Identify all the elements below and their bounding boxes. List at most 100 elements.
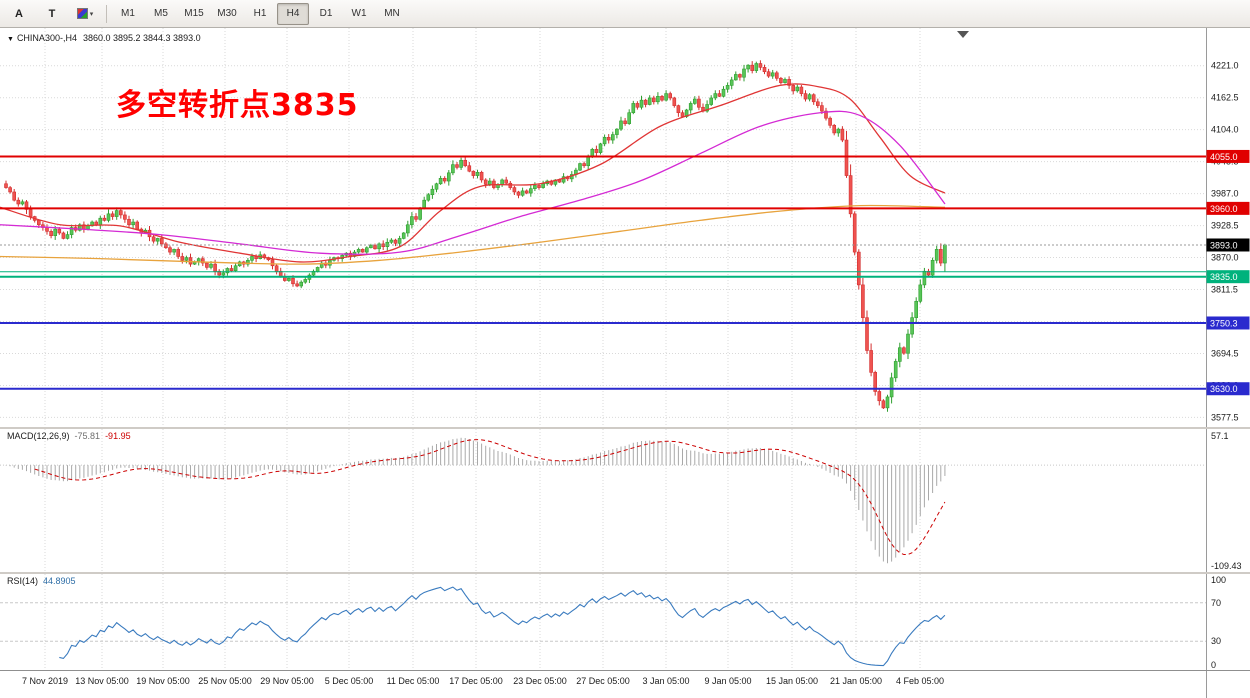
timeframe-button-h4[interactable]: H4: [277, 2, 309, 25]
panel-separator[interactable]: [0, 427, 1250, 429]
candle-up: [533, 182, 537, 191]
toolbar-separator: [106, 4, 107, 23]
candle-down: [151, 234, 156, 244]
candle-down: [49, 229, 53, 239]
rsi-scale-label: 30: [1211, 636, 1221, 646]
candle-up: [364, 246, 369, 254]
time-axis-label: 25 Nov 05:00: [198, 676, 252, 686]
candle-up: [184, 255, 189, 264]
candle-down: [201, 256, 205, 267]
style-color-tool-button[interactable]: ▾: [69, 3, 101, 25]
chart-shift-marker-icon[interactable]: [957, 31, 969, 38]
candle-down: [828, 116, 832, 129]
price-tick-label: 4104.0: [1211, 125, 1239, 135]
candle-up: [897, 342, 902, 368]
candle-down: [803, 90, 808, 102]
candle-up: [78, 223, 82, 232]
candle-down: [504, 176, 509, 185]
rsi-line: [59, 586, 946, 667]
timeframe-button-w1[interactable]: W1: [351, 8, 367, 19]
price-tick-label: 3694.5: [1211, 348, 1239, 358]
time-axis-label: 15 Jan 05:00: [766, 676, 818, 686]
price-axis-background: [1206, 28, 1250, 698]
candle-down: [811, 93, 816, 105]
candle-down: [606, 134, 611, 144]
candle-down: [672, 96, 677, 108]
candle-up: [893, 358, 898, 382]
timeframe-button-m15[interactable]: M15: [184, 8, 204, 19]
candle-down: [676, 104, 681, 117]
candle-down: [16, 197, 21, 207]
candle-up: [910, 312, 914, 338]
candle-down: [393, 238, 398, 247]
time-axis-label: 17 Dec 05:00: [449, 676, 503, 686]
candle-down: [295, 280, 299, 288]
candle-up: [615, 128, 619, 139]
candle-down: [110, 211, 115, 220]
pointer-tool-button[interactable]: A: [15, 7, 23, 20]
quick-trade-triangle-icon[interactable]: ▼: [7, 36, 14, 43]
candle-up: [131, 218, 135, 229]
rsi-name: RSI(14): [7, 576, 39, 586]
candle-up: [377, 242, 381, 253]
candle-up: [733, 71, 738, 81]
time-axis-label: 23 Dec 05:00: [513, 676, 567, 686]
candle-up: [385, 238, 390, 251]
candle-down: [750, 61, 755, 74]
price-level-badge: 3750.3: [1206, 316, 1250, 330]
candle-down: [24, 199, 29, 214]
symbol-title: CHINA300-,H4: [16, 33, 77, 43]
candle-down: [594, 145, 599, 157]
candle-up: [369, 243, 373, 249]
candle-up: [692, 96, 697, 105]
chart-background: [0, 28, 1250, 698]
candle-down: [668, 91, 673, 101]
candle-down: [824, 107, 828, 121]
candle-down: [787, 76, 791, 89]
candle-up: [807, 93, 812, 102]
timeframe-button-mn[interactable]: MN: [384, 8, 400, 19]
time-axis-label: 4 Feb 05:00: [896, 676, 944, 686]
color-swatch-icon: [76, 8, 88, 19]
chart-canvas[interactable]: 4221.04162.54104.04045.53987.03928.53870…: [0, 28, 1250, 698]
time-axis-label: 21 Jan 05:00: [830, 676, 882, 686]
candle-down: [373, 243, 377, 250]
candle-up: [721, 86, 726, 98]
toolbar: A T ▾ M1 M5 M15 M30 H1 H4 D1 W1 MN: [0, 0, 1250, 28]
timeframe-button-m5[interactable]: M5: [154, 8, 168, 19]
candle-up: [705, 100, 709, 113]
text-tool-button[interactable]: T: [48, 7, 56, 20]
candle-down: [414, 213, 418, 222]
candle-up: [299, 280, 304, 289]
timeframe-button-m1[interactable]: M1: [121, 8, 135, 19]
candle-up: [114, 207, 119, 220]
panel-separator[interactable]: [0, 572, 1250, 574]
candle-up: [426, 192, 431, 202]
macd-scale-min-label: -109.43: [1211, 561, 1242, 571]
candle-down: [123, 211, 127, 223]
candle-up: [172, 248, 176, 256]
time-axis-label: 27 Dec 05:00: [576, 676, 630, 686]
candle-up: [627, 109, 632, 125]
candle-up: [922, 267, 927, 289]
price-tick-label: 3928.5: [1211, 221, 1239, 231]
candle-down: [738, 73, 742, 81]
timeframe-button-d1[interactable]: D1: [319, 8, 333, 19]
candle-down: [926, 268, 931, 276]
timeframe-button-m30[interactable]: M30: [217, 8, 237, 19]
rsi-value: 44.8905: [43, 576, 76, 586]
candle-up: [246, 257, 250, 267]
price-tick-label: 3870.0: [1211, 253, 1239, 263]
svg-text:4055.0: 4055.0: [1210, 152, 1238, 162]
candle-down: [660, 94, 664, 102]
candle-up: [155, 237, 160, 245]
timeframe-button-h1[interactable]: H1: [253, 8, 267, 19]
candle-down: [463, 157, 468, 168]
time-axis-label: 3 Jan 05:00: [642, 676, 689, 686]
rsi-indicator-label: RSI(14) 44.8905: [7, 576, 76, 586]
price-level-badge: 3893.0: [1206, 238, 1250, 252]
candle-up: [578, 162, 582, 171]
time-axis-label: 19 Nov 05:00: [136, 676, 190, 686]
candle-down: [102, 215, 107, 222]
macd-scale-max-label: 57.1: [1211, 431, 1229, 441]
